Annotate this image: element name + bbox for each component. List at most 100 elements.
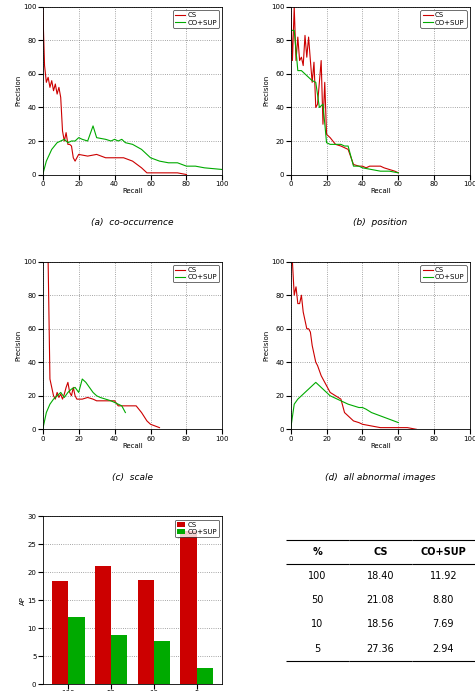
CO+SUP: [313, 378, 319, 386]
CS: [302, 316, 308, 325]
CS: [363, 164, 369, 172]
CO+SUP: [44, 157, 49, 165]
CS: [175, 169, 180, 177]
CO+SUP: [69, 137, 75, 145]
X-axis label: Recall: Recall: [370, 188, 391, 194]
X-axis label: Recall: Recall: [122, 443, 143, 449]
CS: [342, 408, 347, 417]
CS: [184, 171, 190, 179]
CO+SUP: [378, 167, 383, 176]
CO+SUP: [360, 164, 365, 172]
CO+SUP: [69, 385, 75, 393]
Line: CS: CS: [291, 262, 417, 429]
Line: CS: CS: [43, 7, 187, 175]
CO+SUP: [323, 138, 329, 146]
CO+SUP: [94, 133, 99, 142]
CS: [112, 153, 117, 162]
CS: [76, 150, 82, 158]
CO+SUP: [119, 401, 124, 410]
CS: [40, 3, 46, 11]
Bar: [111, 635, 127, 684]
CS: [44, 258, 49, 266]
CS: [69, 142, 75, 150]
Legend: CS, CO+SUP: CS, CO+SUP: [420, 10, 467, 28]
CO+SUP: [369, 165, 374, 173]
Bar: [68, 618, 85, 684]
CS: [115, 401, 121, 410]
CO+SUP: [49, 145, 55, 153]
CO+SUP: [302, 388, 308, 397]
CS: [63, 129, 69, 137]
CO+SUP: [316, 381, 322, 390]
CO+SUP: [309, 77, 315, 85]
CS: [288, 3, 294, 11]
CS: [405, 424, 410, 432]
CO+SUP: [396, 169, 401, 177]
CO+SUP: [58, 137, 64, 145]
CO+SUP: [363, 405, 369, 413]
CO+SUP: [123, 408, 128, 417]
CS: [65, 378, 71, 386]
CS: [70, 384, 76, 392]
CS: [316, 366, 322, 375]
CO+SUP: [61, 135, 67, 144]
CO+SUP: [351, 401, 356, 410]
CS: [47, 375, 53, 384]
CO+SUP: [396, 419, 401, 427]
CS: [351, 160, 356, 169]
CS: [144, 417, 150, 425]
CS: [94, 397, 99, 405]
CS: [61, 390, 67, 398]
CO+SUP: [342, 142, 347, 150]
CS: [307, 328, 313, 337]
CO+SUP: [130, 140, 135, 149]
CS: [144, 169, 150, 177]
Line: CO+SUP: CO+SUP: [43, 379, 125, 429]
CS: [51, 86, 57, 95]
CO+SUP: [148, 153, 153, 162]
CS: [304, 53, 310, 61]
CS: [40, 258, 46, 266]
CS: [72, 157, 78, 165]
CS: [313, 104, 319, 112]
CS: [54, 90, 60, 98]
CS: [290, 57, 295, 65]
CS: [49, 384, 55, 392]
CO+SUP: [76, 388, 82, 397]
CO+SUP: [295, 66, 301, 75]
CS: [42, 258, 48, 266]
CS: [72, 392, 78, 400]
CO+SUP: [295, 395, 301, 404]
CS: [309, 78, 315, 86]
Bar: [197, 668, 213, 684]
CS: [90, 395, 96, 404]
CS: [295, 299, 301, 307]
CS: [381, 164, 387, 172]
CS: [79, 395, 85, 404]
CS: [327, 388, 333, 397]
CO+SUP: [61, 393, 67, 401]
CS: [387, 165, 392, 173]
CO+SUP: [338, 140, 344, 149]
CS: [63, 384, 69, 392]
Y-axis label: Precision: Precision: [16, 330, 21, 361]
CO+SUP: [44, 408, 49, 417]
CS: [300, 61, 306, 70]
CS: [70, 153, 76, 162]
Bar: [52, 581, 68, 684]
CO+SUP: [40, 171, 46, 179]
CO+SUP: [115, 137, 121, 145]
CO+SUP: [175, 159, 180, 167]
CO+SUP: [72, 137, 78, 145]
CO+SUP: [47, 400, 53, 408]
CS: [309, 341, 315, 350]
CS: [290, 258, 295, 266]
CS: [370, 162, 376, 170]
CS: [133, 401, 139, 410]
CS: [299, 291, 304, 299]
CO+SUP: [387, 167, 392, 176]
CS: [338, 395, 344, 404]
Line: CS: CS: [43, 262, 160, 428]
CO+SUP: [327, 140, 333, 149]
CO+SUP: [334, 395, 340, 404]
